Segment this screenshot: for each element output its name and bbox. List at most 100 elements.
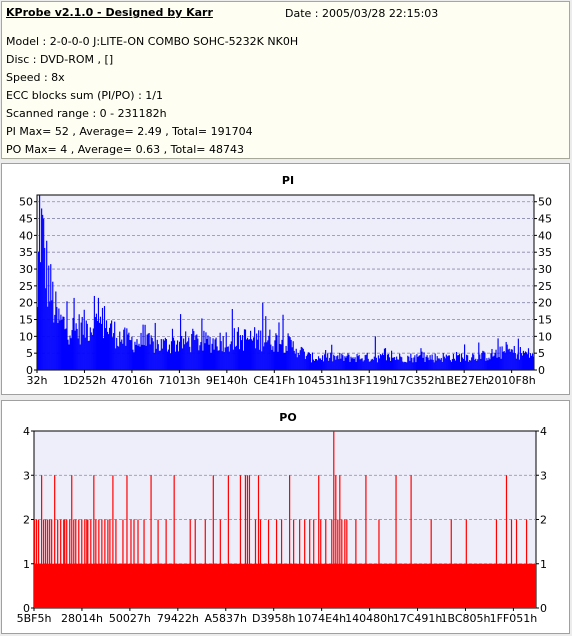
po-axes: 0 0 1 1 2 2 3 3 4 4 5BF5h 28014h 50027h 79422h A5837h D… — [17, 425, 547, 625]
pi-bar — [285, 345, 287, 370]
pi-bar — [346, 355, 348, 370]
po-bar — [320, 519, 322, 608]
info-model: Model : 2-0-0-0 J:LITE-ON COMBO SOHC-523… — [6, 35, 299, 48]
y-tick-label: 0 — [23, 602, 30, 615]
pi-bar — [310, 362, 313, 370]
y-tick-label: 1 — [23, 558, 30, 571]
pi-bar — [509, 351, 511, 370]
pi-bar — [364, 355, 366, 370]
pi-bar — [417, 356, 419, 370]
pi-bar — [257, 339, 259, 370]
pi-bar — [147, 333, 149, 370]
pi-bar — [489, 359, 491, 370]
pi-chart: PI 0 0 5 5 10 10 15 15 20 20 25 25 30 30 35 35 40 40 45 45 5… — [19, 174, 552, 387]
po-bar — [104, 519, 106, 608]
pi-series — [37, 195, 535, 370]
pi-bar — [517, 338, 519, 370]
pi-bar — [216, 346, 218, 370]
pi-bar — [141, 344, 143, 370]
pi-bar — [418, 355, 420, 370]
pi-bar — [231, 308, 233, 370]
po-bar — [341, 519, 343, 608]
pi-bar — [239, 335, 242, 370]
pi-bar — [437, 358, 439, 370]
pi-bar — [264, 342, 266, 370]
pi-bar — [420, 348, 422, 370]
x-tick-label: 2010F8h — [487, 374, 535, 387]
po-bar — [204, 519, 206, 608]
pi-bar — [232, 349, 234, 370]
pi-bar — [161, 348, 163, 370]
pi-bar — [363, 360, 365, 370]
po-bar — [133, 519, 135, 608]
x-tick-label: 79422h — [157, 612, 199, 625]
po-bar — [410, 475, 412, 608]
pi-bar — [396, 356, 398, 370]
pi-bar — [475, 358, 477, 370]
po-bar — [239, 475, 242, 608]
pi-bar — [212, 338, 214, 370]
x-tick-label: 1FF051h — [490, 612, 538, 625]
pi-bar — [501, 346, 503, 370]
pi-bar — [354, 357, 356, 370]
pi-bar — [186, 342, 188, 370]
pi-bar — [38, 251, 40, 370]
x-tick-label: D3958h — [252, 612, 295, 625]
pi-bar — [458, 354, 461, 370]
pi-bar — [266, 342, 268, 370]
pi-bar — [467, 355, 469, 370]
pi-bar — [246, 337, 249, 370]
po-bar — [189, 519, 191, 608]
pi-bar — [135, 344, 137, 370]
pi-bar — [275, 333, 277, 370]
pi-bar — [77, 338, 79, 370]
pi-bar — [140, 332, 142, 370]
pi-bar — [381, 353, 384, 370]
pi-bar — [47, 306, 49, 370]
po-bar — [95, 519, 97, 608]
pi-bar — [197, 338, 199, 370]
pi-bar — [219, 332, 221, 370]
pi-bar — [348, 354, 350, 370]
y-tick-label-right: 1 — [540, 558, 547, 571]
pi-bar — [416, 354, 418, 370]
pi-bar — [195, 335, 197, 370]
pi-bar — [339, 352, 341, 370]
pi-bar — [466, 354, 468, 370]
pi-bar — [315, 359, 318, 370]
pi-bar — [205, 332, 207, 370]
pi-bar — [99, 316, 102, 370]
pi-bar — [144, 324, 146, 370]
pi-bar — [361, 358, 363, 370]
pi-bar — [69, 335, 71, 370]
po-bar — [69, 519, 71, 608]
pi-bar — [224, 347, 226, 370]
pi-bar — [355, 362, 357, 370]
pi-bar — [105, 320, 108, 370]
pi-bar — [498, 357, 500, 370]
pi-bar — [526, 354, 529, 370]
po-bar — [115, 519, 117, 608]
pi-bar — [57, 323, 59, 370]
pi-bar — [193, 331, 195, 370]
pi-bar — [331, 344, 333, 370]
po-bar — [227, 475, 229, 608]
pi-bar — [83, 309, 85, 370]
pi-bar — [463, 358, 465, 370]
pi-bar — [243, 329, 246, 370]
pi-bar — [403, 362, 405, 370]
pi-bar — [393, 357, 395, 370]
pi-bar — [64, 329, 66, 370]
pi-bar — [294, 353, 296, 370]
pi-bar — [80, 322, 82, 370]
po-bar — [395, 475, 397, 608]
pi-bar — [439, 359, 441, 370]
po-bar — [66, 519, 68, 608]
pi-bar — [496, 357, 498, 370]
pi-bar — [503, 351, 505, 370]
pi-bar — [456, 355, 459, 370]
pi-bar — [267, 340, 269, 370]
pi-bar — [523, 353, 526, 370]
pi-bar — [413, 357, 415, 370]
pi-bar — [124, 327, 126, 370]
